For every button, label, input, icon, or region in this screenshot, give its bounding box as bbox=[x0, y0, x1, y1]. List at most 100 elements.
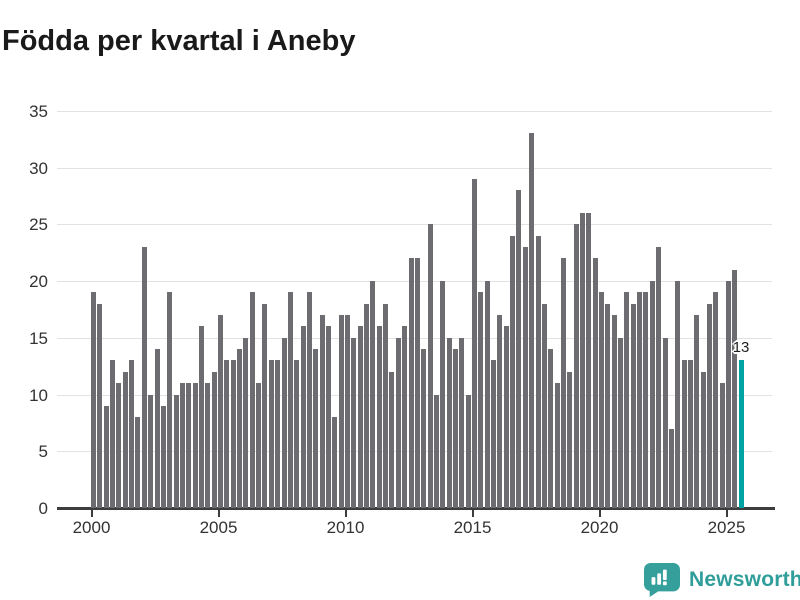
bar bbox=[332, 417, 338, 508]
x-axis-line bbox=[57, 507, 775, 510]
bar bbox=[579, 212, 585, 508]
x-tick-2020 bbox=[598, 510, 601, 517]
bar bbox=[681, 360, 687, 508]
bar bbox=[287, 292, 293, 508]
bar bbox=[160, 405, 166, 508]
bar bbox=[478, 292, 484, 508]
bar bbox=[338, 315, 344, 508]
x-tick-label-2000: 2000 bbox=[72, 518, 111, 537]
bar bbox=[256, 383, 262, 508]
bar bbox=[300, 326, 306, 508]
bar bbox=[522, 246, 528, 508]
gridline-y-10 bbox=[57, 394, 772, 396]
bar bbox=[414, 258, 420, 508]
x-tick-2015 bbox=[471, 510, 474, 517]
bar bbox=[179, 383, 185, 508]
bar bbox=[516, 190, 522, 508]
bar bbox=[700, 371, 706, 508]
bar bbox=[586, 212, 592, 508]
bar bbox=[675, 281, 681, 508]
bar bbox=[198, 326, 204, 508]
bar bbox=[694, 315, 700, 508]
bar bbox=[351, 337, 357, 508]
bar bbox=[218, 315, 223, 508]
gridline-y-25 bbox=[57, 224, 772, 226]
bar bbox=[541, 303, 547, 508]
bar bbox=[116, 383, 122, 508]
y-tick-label-5: 5 bbox=[38, 442, 48, 462]
bar bbox=[573, 224, 579, 508]
bar bbox=[452, 349, 458, 508]
bar bbox=[205, 383, 211, 508]
bar bbox=[103, 405, 109, 508]
bar bbox=[408, 258, 414, 508]
bar bbox=[421, 349, 427, 508]
bar bbox=[237, 349, 243, 508]
bar bbox=[560, 258, 566, 508]
bar bbox=[713, 292, 719, 508]
bar bbox=[440, 281, 446, 508]
bar bbox=[192, 383, 198, 508]
bar bbox=[656, 246, 662, 508]
y-tick-label-0: 0 bbox=[38, 499, 48, 518]
bar bbox=[211, 371, 217, 508]
bar bbox=[484, 281, 490, 508]
bar bbox=[224, 360, 230, 508]
x-tick-label-2025: 2025 bbox=[707, 518, 746, 537]
gridline-y-30 bbox=[57, 167, 772, 169]
gridline-y-20 bbox=[57, 281, 772, 282]
bar bbox=[459, 337, 465, 508]
bar bbox=[472, 178, 477, 508]
bar bbox=[643, 292, 649, 508]
bar bbox=[262, 303, 268, 508]
bar bbox=[370, 281, 376, 508]
bar bbox=[630, 303, 636, 508]
bar bbox=[129, 360, 135, 508]
bar bbox=[624, 292, 630, 508]
x-tick-2025 bbox=[725, 510, 728, 517]
bar bbox=[732, 269, 738, 508]
bar bbox=[389, 371, 395, 508]
bar bbox=[345, 315, 350, 508]
bar bbox=[668, 428, 674, 508]
bar bbox=[599, 292, 604, 508]
y-tick-label-35: 35 bbox=[29, 101, 48, 121]
bar bbox=[91, 292, 96, 508]
x-tick-label-2020: 2020 bbox=[580, 518, 619, 537]
bar bbox=[719, 383, 725, 508]
bar bbox=[497, 315, 503, 508]
bar bbox=[325, 326, 331, 508]
last-value-label: 13 bbox=[732, 339, 750, 357]
bar bbox=[97, 303, 103, 508]
x-tick-2005 bbox=[217, 510, 220, 517]
bar-highlight bbox=[738, 360, 744, 508]
bar bbox=[503, 326, 509, 508]
bar bbox=[122, 371, 128, 508]
bar bbox=[173, 394, 179, 508]
bar bbox=[491, 360, 497, 508]
bar bbox=[275, 360, 281, 508]
bar bbox=[148, 394, 154, 508]
bar bbox=[706, 303, 712, 508]
bar bbox=[306, 292, 312, 508]
bar bbox=[554, 383, 560, 508]
bar bbox=[154, 349, 160, 508]
newsworthy-logo[interactable]: Newsworthy bbox=[643, 562, 800, 598]
bar bbox=[637, 292, 643, 508]
gridline-y-35 bbox=[57, 110, 772, 112]
y-tick-label-25: 25 bbox=[29, 215, 48, 235]
bar bbox=[110, 360, 116, 508]
y-tick-label-30: 30 bbox=[29, 158, 48, 178]
x-tick-label-2015: 2015 bbox=[453, 518, 492, 537]
x-tick-2000 bbox=[90, 510, 93, 517]
bar bbox=[186, 383, 192, 508]
bar bbox=[230, 360, 236, 508]
page-title: Födda per kvartal i Aneby bbox=[2, 25, 356, 58]
bar bbox=[135, 417, 141, 508]
gridline-y-5 bbox=[57, 451, 772, 453]
bar bbox=[249, 292, 255, 508]
bar bbox=[592, 258, 598, 508]
bar bbox=[243, 337, 249, 508]
bar bbox=[529, 133, 535, 508]
